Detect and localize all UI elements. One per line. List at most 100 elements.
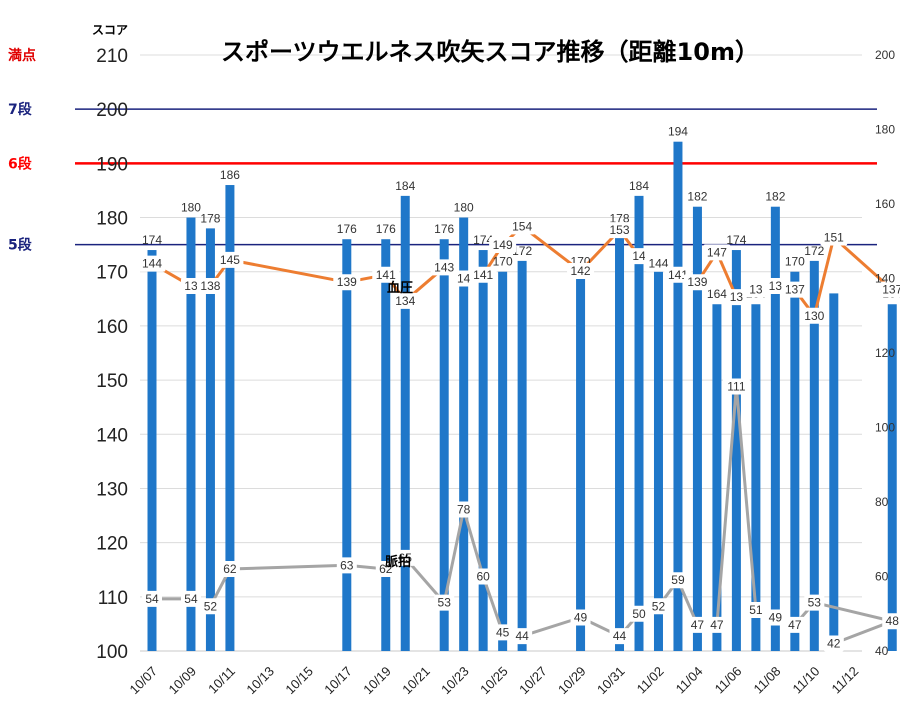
- point-label-box: [878, 281, 900, 298]
- point-value-label: 52: [204, 599, 218, 613]
- point-value-label: 134: [395, 294, 415, 308]
- bar: [381, 239, 391, 651]
- point-label-box: [219, 561, 240, 578]
- point-label-box: [395, 549, 416, 566]
- x-tick-label: 11/10: [790, 664, 823, 697]
- bar-value-label: 174: [142, 233, 162, 247]
- bar: [770, 206, 780, 651]
- x-tick-label: 11/02: [634, 664, 667, 697]
- y-tick-label: 200: [96, 100, 128, 121]
- point-value-label: 65: [399, 551, 413, 565]
- point-value-label: 144: [142, 257, 162, 271]
- point-label-box: [683, 274, 711, 291]
- point-label-box: [609, 628, 630, 645]
- bar-value-label: 164: [707, 287, 727, 301]
- point-value-label: 141: [473, 268, 493, 282]
- bar-value-label: 176: [337, 222, 357, 236]
- bar: [517, 260, 527, 651]
- y2-tick-label: 60: [875, 570, 889, 584]
- reference-label: 7段: [8, 101, 32, 118]
- point-label-box: [784, 616, 805, 633]
- point-value-label: 139: [687, 275, 707, 289]
- y2-tick-label: 180: [875, 123, 895, 137]
- x-tick-label: 10/29: [555, 664, 589, 698]
- y2-tick-label: 40: [875, 644, 889, 658]
- point-value-label: 141: [668, 268, 688, 282]
- x-tick-label: 10/11: [205, 664, 238, 697]
- point-label-box: [473, 568, 494, 585]
- point-label-box: [745, 602, 766, 619]
- point-label-box: [508, 218, 536, 235]
- point-value-label: 62: [379, 562, 393, 576]
- point-label-box: [512, 628, 533, 645]
- bar-series: [147, 141, 897, 651]
- point-value-label: 52: [652, 599, 666, 613]
- point-value-label: 45: [496, 625, 510, 639]
- bar: [225, 185, 235, 651]
- reference-label: 5段: [8, 237, 32, 254]
- point-label-box: [180, 277, 201, 294]
- bar: [576, 271, 586, 651]
- bar: [634, 195, 644, 651]
- y2-tick-label: 100: [875, 421, 895, 435]
- y-tick-label: 170: [96, 263, 128, 284]
- point-label-box: [469, 266, 497, 283]
- point-value-label: 149: [493, 238, 513, 252]
- bar: [459, 217, 469, 651]
- bar: [205, 228, 215, 651]
- bar-value-label: 180: [454, 201, 474, 215]
- x-tick-label: 10/15: [282, 664, 316, 698]
- x-tick-label: 11/12: [828, 664, 861, 697]
- point-value-label: 137: [785, 283, 805, 297]
- bar: [790, 271, 800, 651]
- y-axis-left: 100 110 120 130 140 150 160 170 180 190 200 210: [96, 46, 128, 663]
- point-value-label: 144: [648, 257, 668, 271]
- point-label-box: [372, 266, 400, 283]
- point-value-label: 153: [610, 223, 630, 237]
- point-label-box: [216, 251, 244, 268]
- x-tick-label: 11/08: [751, 664, 784, 697]
- bar-value-label: 184: [629, 179, 649, 193]
- bar-value-label: 174: [473, 233, 493, 247]
- x-tick-label: 10/07: [127, 664, 161, 698]
- point-value-label: 141: [376, 268, 396, 282]
- point-value-label: 53: [808, 596, 822, 610]
- point-value-label: 137: [882, 283, 900, 297]
- x-tick-label: 11/06: [712, 664, 745, 697]
- point-value-label: 47: [691, 618, 705, 632]
- bar-value-label: 178: [200, 211, 220, 225]
- bar: [692, 206, 702, 651]
- point-value-label: 59: [671, 573, 685, 587]
- bar: [498, 271, 508, 651]
- bar: [186, 217, 196, 651]
- point-value-label: 49: [574, 610, 588, 624]
- point-label-box: [667, 572, 688, 589]
- point-label-box: [882, 613, 900, 630]
- bar-value-label: 184: [395, 179, 415, 193]
- reference-label: 満点: [8, 47, 36, 64]
- point-label-box: [745, 281, 766, 298]
- y-tick-label: 120: [96, 534, 128, 555]
- y2-tick-label: 160: [875, 197, 895, 211]
- point-value-label: 13: [730, 290, 744, 304]
- x-tick-label: 10/17: [321, 664, 355, 698]
- point-label-box: [430, 259, 458, 276]
- point-label-box: [375, 561, 396, 578]
- y2-tick-label: 140: [875, 272, 895, 286]
- point-value-label: 14: [632, 249, 646, 263]
- y-tick-label: 110: [98, 588, 128, 609]
- point-value-label: 14: [457, 272, 471, 286]
- bar: [673, 141, 683, 651]
- x-tick-label: 10/09: [165, 664, 199, 698]
- point-value-label: 139: [337, 275, 357, 289]
- point-value-label: 13: [749, 283, 763, 297]
- point-label-box: [800, 307, 828, 324]
- y-tick-label: 210: [96, 46, 128, 67]
- point-label-box: [629, 605, 649, 622]
- y-tick-label: 100: [96, 642, 128, 663]
- bar: [809, 260, 819, 651]
- bar: [439, 239, 449, 651]
- x-tick-label: 10/31: [594, 664, 628, 698]
- bar: [342, 239, 352, 651]
